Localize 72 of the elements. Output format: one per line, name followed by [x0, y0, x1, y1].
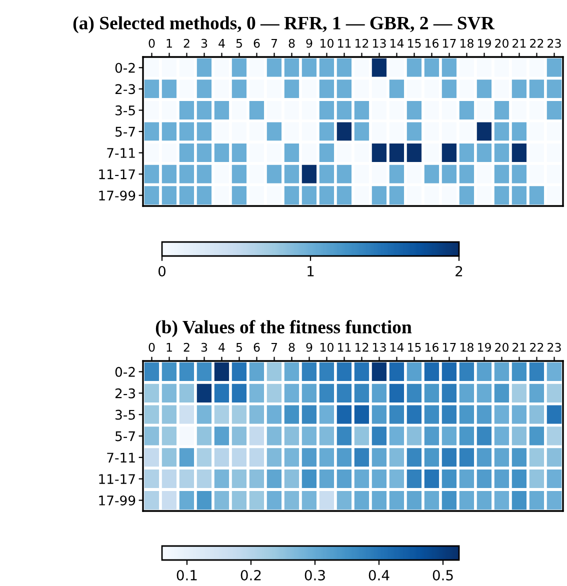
chart-title: (a) Selected methods, 0 — RFR, 1 — GBR, 2 — SVR	[73, 16, 495, 34]
y-tick-label: 0-2	[115, 366, 135, 377]
x-tick-label: 17	[443, 342, 456, 352]
x-tick-label: 3	[201, 38, 208, 48]
color-bar-label: 0.1	[176, 570, 197, 580]
y-tick-label: 5-7	[116, 431, 135, 442]
x-tick-label: 13	[373, 342, 386, 352]
x-tick-label: 3	[201, 342, 208, 352]
x-tick-label: 19	[478, 38, 491, 48]
x-tick-label: 5	[236, 38, 242, 48]
x-tick-label: 4	[218, 38, 225, 48]
x-tick-label: 16	[426, 342, 439, 352]
x-tick-label: 21	[512, 342, 526, 352]
x-tick-label: 8	[288, 342, 295, 352]
x-tick-label: 5	[236, 342, 242, 352]
y-tick-label: 7-11	[107, 148, 135, 158]
x-tick-label: 20	[495, 38, 508, 48]
chart-title: (b) Values of the fitness function	[156, 320, 412, 338]
x-tick-label: 14	[390, 342, 404, 352]
x-tick-label: 9	[306, 38, 312, 48]
x-tick-label: 2	[184, 342, 190, 352]
y-tick-label: 7-11	[107, 452, 135, 462]
x-tick-label: 16	[426, 38, 439, 48]
x-tick-label: 18	[460, 342, 474, 352]
y-tick-label: 0-2	[115, 62, 135, 73]
x-tick-label: 13	[373, 38, 386, 48]
y-tick-label: 2-3	[115, 84, 135, 94]
x-tick-label: 12	[356, 342, 368, 352]
y-tick-label: 11-17	[99, 169, 135, 180]
x-tick-label: 8	[288, 38, 295, 48]
y-tick-label: 11-17	[99, 474, 135, 484]
x-tick-label: 10	[320, 342, 334, 352]
x-tick-label: 17	[443, 38, 456, 48]
color-bar-label: 0.5	[432, 570, 453, 580]
color-bar-label: 1	[308, 266, 314, 276]
x-tick-label: 18	[460, 38, 474, 48]
x-tick-label: 0	[148, 342, 155, 352]
x-tick-label: 7	[271, 38, 277, 48]
y-tick-label: 17-99	[99, 496, 136, 506]
color-bar-label: 0.3	[304, 570, 325, 580]
color-bar-label: 0.4	[368, 570, 390, 580]
x-tick-label: 15	[408, 342, 421, 352]
x-tick-label: 22	[530, 342, 544, 352]
color-bar-label: 0.2	[240, 570, 261, 580]
y-tick-label: 17-99	[99, 190, 136, 201]
y-tick-label: 3-5	[116, 105, 135, 116]
color-bar-label: 0	[158, 266, 166, 276]
x-tick-label: 15	[408, 38, 421, 48]
x-tick-label: 6	[254, 342, 260, 352]
x-tick-label: 23	[548, 38, 561, 48]
x-tick-label: 6	[254, 38, 260, 48]
y-tick-label: 3-5	[116, 410, 135, 420]
x-tick-label: 20	[495, 342, 508, 352]
x-tick-label: 12	[356, 38, 368, 48]
x-tick-label: 21	[512, 38, 526, 48]
x-tick-label: 7	[271, 342, 277, 352]
x-tick-label: 1	[166, 38, 172, 48]
x-tick-label: 14	[390, 38, 404, 48]
x-tick-label: 22	[530, 38, 544, 48]
x-tick-label: 11	[338, 342, 351, 352]
x-tick-label: 10	[320, 38, 334, 48]
x-tick-label: 0	[148, 38, 155, 48]
x-tick-label: 2	[184, 38, 190, 48]
y-tick-label: 5-7	[116, 126, 135, 137]
x-tick-label: 4	[218, 342, 225, 352]
x-tick-label: 19	[478, 342, 491, 352]
x-tick-label: 23	[548, 342, 561, 352]
x-tick-label: 11	[338, 38, 351, 48]
x-tick-label: 1	[166, 342, 172, 352]
color-bar-label: 2	[456, 266, 462, 276]
x-tick-label: 9	[306, 342, 312, 352]
y-tick-label: 2-3	[115, 388, 135, 398]
